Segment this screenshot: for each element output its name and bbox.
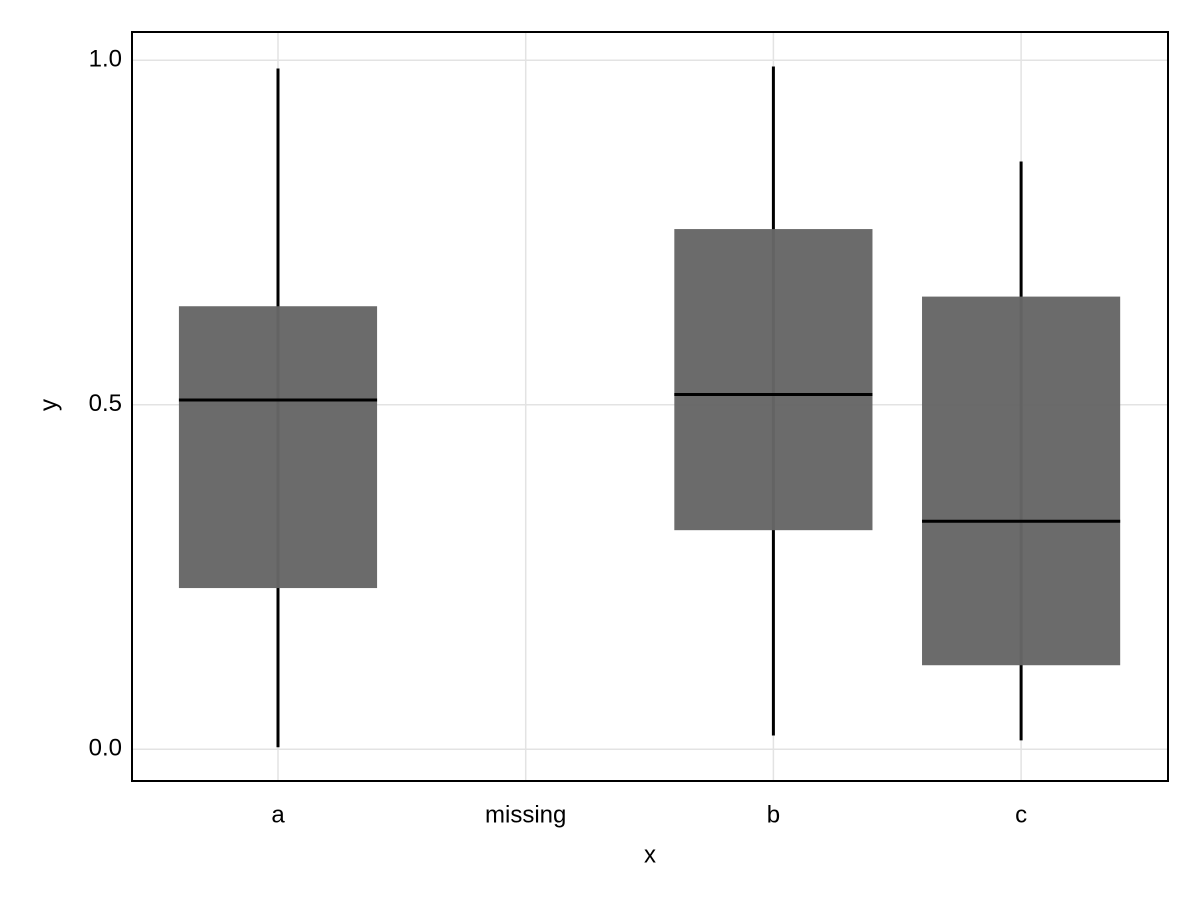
plot-frame (131, 31, 1169, 782)
y-tick-label: 0.5 (89, 390, 122, 417)
box (674, 229, 873, 531)
box (178, 306, 378, 589)
x-tick-label: missing (485, 801, 566, 828)
y-tick-label: 0.0 (89, 735, 122, 762)
x-axis-label: x (644, 841, 656, 868)
x-tick-label: a (271, 801, 285, 828)
y-axis-label: y (35, 399, 62, 411)
x-tick-label: b (767, 801, 780, 828)
box (922, 296, 1121, 666)
y-tick-label: 1.0 (89, 46, 122, 73)
x-tick-label: c (1015, 801, 1027, 828)
